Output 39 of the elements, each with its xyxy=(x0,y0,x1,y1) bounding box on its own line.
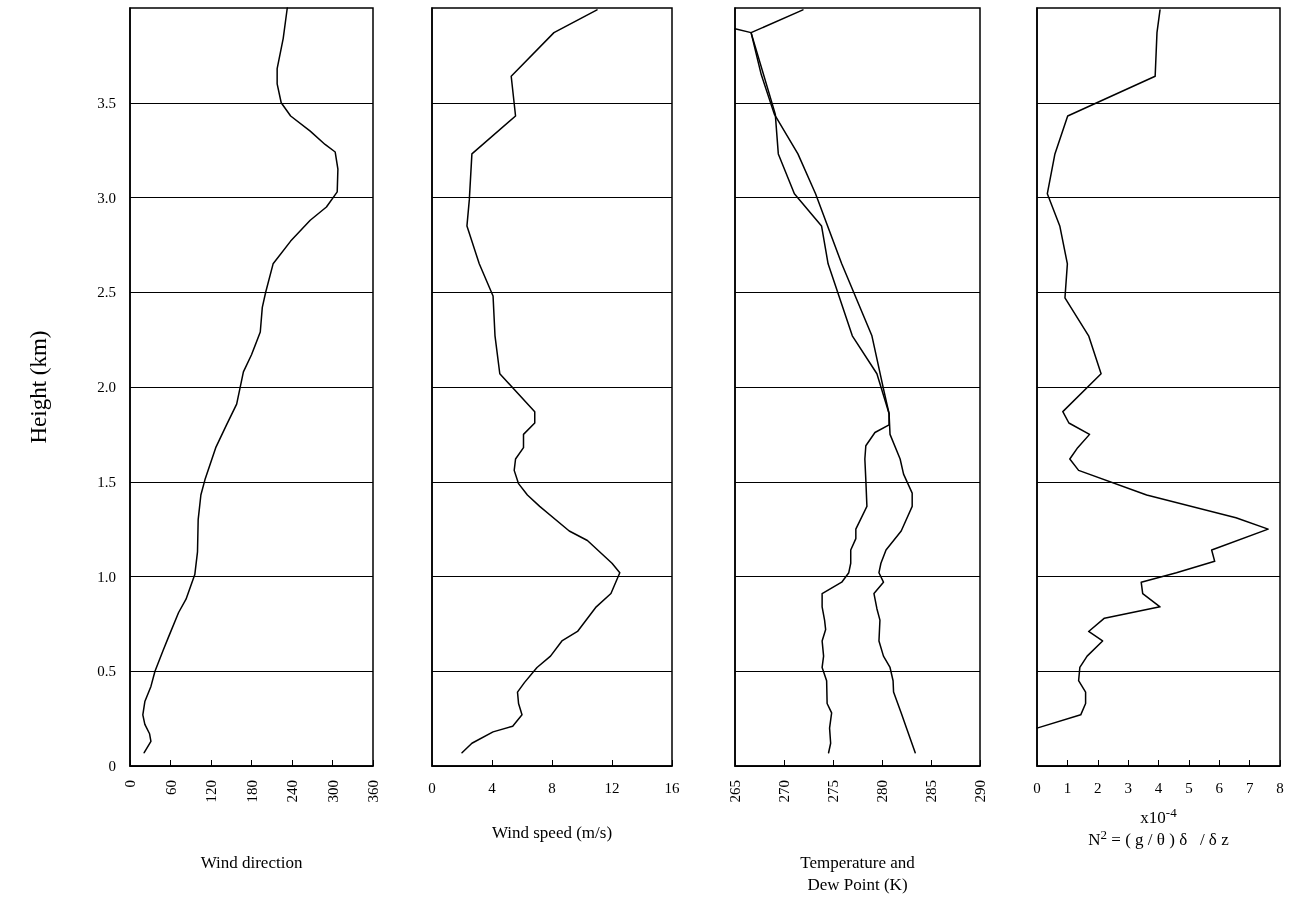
y-tick-label: 3.0 xyxy=(97,189,116,206)
x-tick-label: 280 xyxy=(874,780,890,803)
x-tick-label: 16 xyxy=(664,779,680,796)
x-tick-label: 6 xyxy=(1215,779,1224,796)
x-tick-label: 0 xyxy=(1033,779,1041,796)
x-tick-label: 275 xyxy=(825,780,841,803)
y-tick-label: 2.5 xyxy=(97,284,116,301)
x-tick-label: 5 xyxy=(1185,779,1193,796)
y-tick-label: 1.5 xyxy=(97,473,116,490)
y-tick-label: 0 xyxy=(108,758,116,774)
x-tick-label: 285 xyxy=(923,780,939,803)
x-tick-label: 4 xyxy=(1154,779,1163,796)
x-tick-label: 240 xyxy=(284,780,300,803)
x-tick-label: 290 xyxy=(972,780,988,803)
y-tick-label: 3.5 xyxy=(97,94,116,111)
x-tick-label: 1 xyxy=(1063,779,1072,796)
x-tick-label: 8 xyxy=(548,779,556,796)
x-tick-label: 270 xyxy=(776,780,792,803)
y-tick-label: 0.5 xyxy=(97,663,116,680)
x-tick-label: 0 xyxy=(428,779,436,796)
x-tick-label: 7 xyxy=(1245,779,1254,796)
y-axis-title: Height (km) xyxy=(26,330,51,444)
x-tick-label: 60 xyxy=(162,780,179,795)
x-tick-label: 12 xyxy=(604,779,620,796)
x-tick-label: 265 xyxy=(727,780,743,803)
x-tick-label: 360 xyxy=(365,780,381,803)
x-axis-title: Temperature and Dew Point (K) xyxy=(800,852,916,894)
y-tick-label: 2.0 xyxy=(97,379,116,395)
x-tick-label: 2 xyxy=(1094,779,1102,796)
x-tick-label: 4 xyxy=(488,779,497,796)
x-axis-title: Wind speed (m/s) xyxy=(491,822,613,842)
x-tick-label: 120 xyxy=(203,780,219,803)
x-tick-label: 3 xyxy=(1124,779,1132,796)
x-tick-label: 0 xyxy=(122,780,138,788)
x-axis-title: Wind direction xyxy=(200,852,303,872)
x-tick-label: 300 xyxy=(324,780,341,803)
y-tick-label: 1.0 xyxy=(97,568,116,585)
x-tick-label: 8 xyxy=(1276,779,1284,796)
x-tick-label: 180 xyxy=(243,780,260,803)
